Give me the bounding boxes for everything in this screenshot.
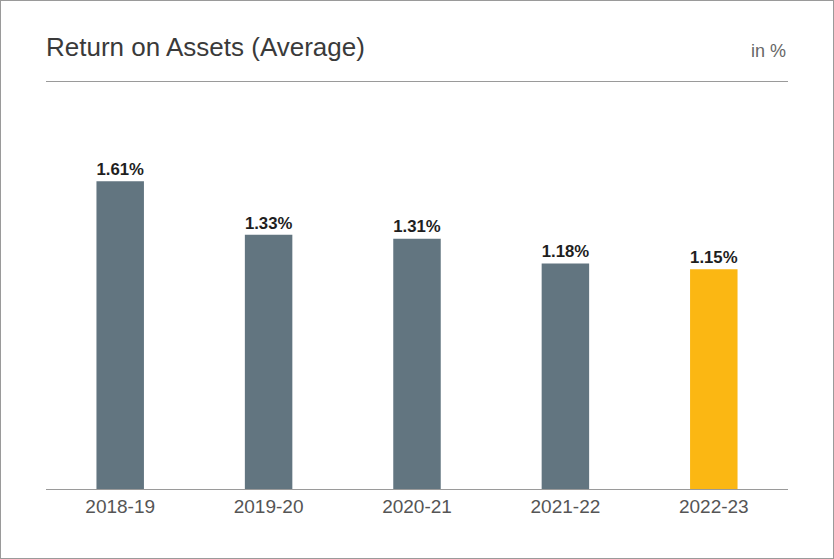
- svg-text:2018-19: 2018-19: [85, 496, 155, 517]
- svg-text:1.31%: 1.31%: [393, 217, 441, 236]
- svg-text:1.61%: 1.61%: [96, 160, 144, 179]
- svg-text:Return on Assets (Average): Return on Assets (Average): [46, 32, 365, 62]
- svg-text:2020-21: 2020-21: [382, 496, 452, 517]
- svg-text:2019-20: 2019-20: [234, 496, 304, 517]
- svg-text:2021-22: 2021-22: [531, 496, 601, 517]
- svg-text:2022-23: 2022-23: [679, 496, 749, 517]
- svg-text:1.33%: 1.33%: [245, 214, 293, 233]
- svg-text:1.15%: 1.15%: [690, 248, 738, 267]
- svg-text:1.18%: 1.18%: [542, 242, 590, 261]
- svg-text:in %: in %: [751, 41, 786, 61]
